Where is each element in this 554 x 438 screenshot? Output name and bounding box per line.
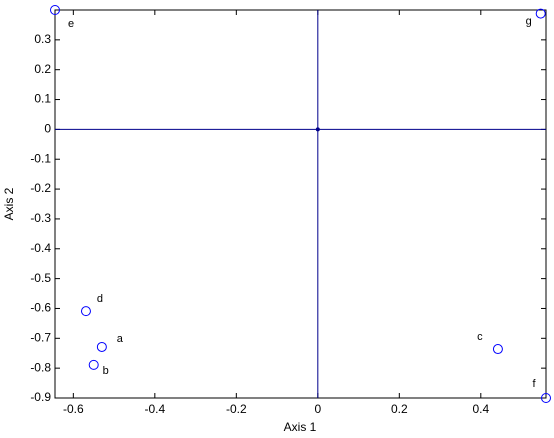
point-label: b [103,365,109,377]
x-tick-label: 0.4 [472,402,489,416]
point [88,359,99,370]
y-tick-label: -0.7 [30,330,51,344]
point [50,5,60,15]
y-tick-label: 0.2 [34,62,51,76]
y-tick-label: -0.1 [30,151,51,165]
point-label: g [526,15,532,27]
point-label: a [117,333,124,345]
y-tick-label: -0.5 [30,271,51,285]
point-label: e [68,18,74,30]
point-label: c [477,331,483,343]
point-label: d [97,293,103,305]
origin-dot [315,127,320,132]
y-tick-label: -0.8 [30,360,51,374]
x-tick-label: 0 [314,402,321,416]
point [535,8,546,19]
axes-box [54,9,547,399]
x-tick-label: -0.2 [226,402,247,416]
point [541,393,551,403]
point-label: f [532,378,536,390]
x-axis-label: Axis 1 [284,420,317,434]
y-tick-label: -0.3 [30,211,51,225]
point [80,306,91,317]
y-tick-label: 0.3 [34,32,51,46]
x-tick-label: 0.2 [391,402,408,416]
y-tick-label: -0.4 [30,241,51,255]
y-tick-label: -0.6 [30,301,51,315]
y-tick-label: 0 [44,122,51,136]
x-tick-label: -0.4 [144,402,165,416]
y-tick-label: -0.9 [30,390,51,404]
y-tick-label: 0.1 [34,92,51,106]
y-tick-label: -0.2 [30,181,51,195]
x-tick-label: -0.6 [63,402,84,416]
point [492,344,503,355]
y-axis-label: Axis 2 [2,187,16,220]
point [96,341,107,352]
